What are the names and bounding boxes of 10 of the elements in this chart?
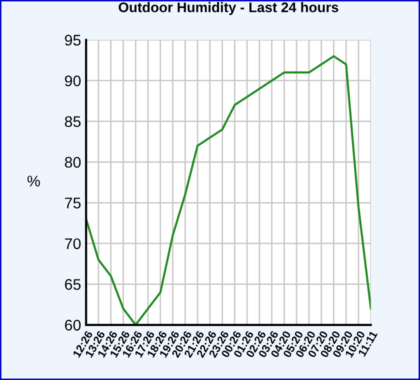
y-tick-label: 60 xyxy=(65,320,81,331)
y-axis-title: % xyxy=(27,176,40,186)
y-tick-label: 65 xyxy=(65,279,81,290)
y-tick-label: 95 xyxy=(64,34,81,46)
y-tick-label: 75 xyxy=(65,198,81,208)
y-tick-label: 70 xyxy=(65,238,81,250)
y-tick-label: 90 xyxy=(64,75,81,86)
chart-title: Outdoor Humidity - Last 24 hours xyxy=(118,2,338,16)
y-tick-label: 80 xyxy=(64,156,81,168)
y-tick-label: 85 xyxy=(64,116,81,128)
